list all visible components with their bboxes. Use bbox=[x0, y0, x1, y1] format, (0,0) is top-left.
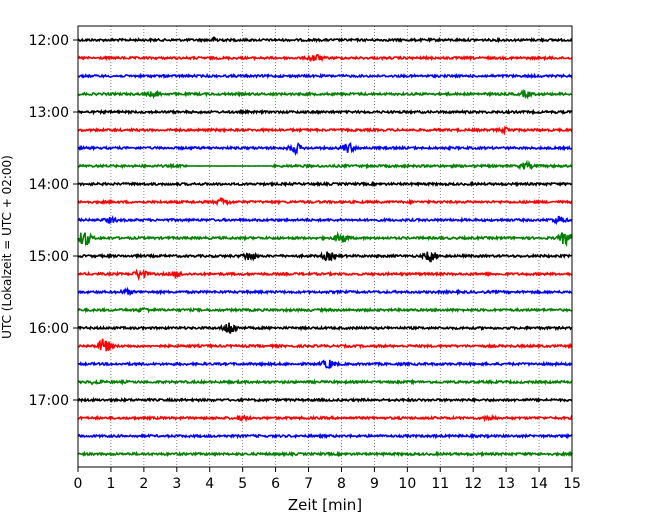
trace-1215 bbox=[77, 53, 573, 63]
y-tick-label: 13:00 bbox=[29, 105, 69, 121]
trace-1245 bbox=[77, 89, 573, 100]
x-tick-label: 7 bbox=[304, 476, 313, 492]
y-axis-ticks: 12:00 13:00 14:00 15:00 16:00 17:00 bbox=[29, 33, 78, 409]
trace-1545 bbox=[78, 306, 573, 314]
x-tick-label: 8 bbox=[337, 476, 346, 492]
trace-1745 bbox=[77, 450, 573, 458]
x-tick-label: 15 bbox=[563, 476, 581, 492]
x-tick-label: 11 bbox=[431, 476, 449, 492]
trace-1630 bbox=[77, 359, 573, 369]
x-tick-label: 3 bbox=[172, 476, 181, 492]
trace-1200 bbox=[77, 36, 573, 44]
trace-1645 bbox=[77, 378, 573, 386]
trace-1230 bbox=[77, 72, 573, 80]
x-tick-label: 2 bbox=[139, 476, 148, 492]
x-tick-label: 10 bbox=[398, 476, 416, 492]
trace-1415 bbox=[77, 196, 573, 207]
trace-1500 bbox=[77, 250, 573, 263]
x-tick-label: 14 bbox=[530, 476, 548, 492]
trace-1345 bbox=[77, 159, 573, 171]
trace-1700 bbox=[77, 396, 573, 404]
trace-1730 bbox=[77, 432, 573, 440]
x-tick-label: 4 bbox=[205, 476, 214, 492]
y-axis-label: UTC (Lokalzeit = UTC + 02:00) bbox=[0, 155, 14, 339]
x-tick-label: 1 bbox=[106, 476, 115, 492]
y-tick-label: 15:00 bbox=[29, 249, 69, 265]
trace-1300 bbox=[77, 108, 573, 116]
trace-1530 bbox=[77, 286, 573, 297]
trace-1400 bbox=[77, 180, 573, 188]
y-tick-label: 16:00 bbox=[29, 321, 69, 337]
trace-1445 bbox=[77, 231, 573, 248]
x-axis-label: Zeit [min] bbox=[288, 496, 362, 514]
trace-1615 bbox=[77, 338, 573, 352]
x-tick-label: 13 bbox=[497, 476, 515, 492]
trace-1715 bbox=[77, 413, 573, 423]
x-tick-label: 12 bbox=[464, 476, 482, 492]
x-tick-label: 5 bbox=[238, 476, 247, 492]
trace-1315 bbox=[77, 125, 573, 136]
y-tick-label: 14:00 bbox=[29, 177, 69, 193]
x-axis-ticks: 0 1 2 3 4 5 6 7 8 9 10 11 12 13 14 15 bbox=[74, 467, 581, 492]
trace-group bbox=[77, 36, 573, 458]
trace-1600 bbox=[77, 322, 573, 334]
y-tick-label: 12:00 bbox=[29, 33, 69, 49]
trace-1330 bbox=[77, 142, 573, 157]
x-tick-label: 6 bbox=[271, 476, 280, 492]
x-tick-label: 9 bbox=[370, 476, 379, 492]
plot-frame bbox=[77, 25, 573, 468]
y-tick-label: 17:00 bbox=[29, 393, 69, 409]
trace-1430 bbox=[77, 215, 573, 226]
x-tick-label: 0 bbox=[74, 476, 83, 492]
trace-1515 bbox=[77, 268, 573, 282]
